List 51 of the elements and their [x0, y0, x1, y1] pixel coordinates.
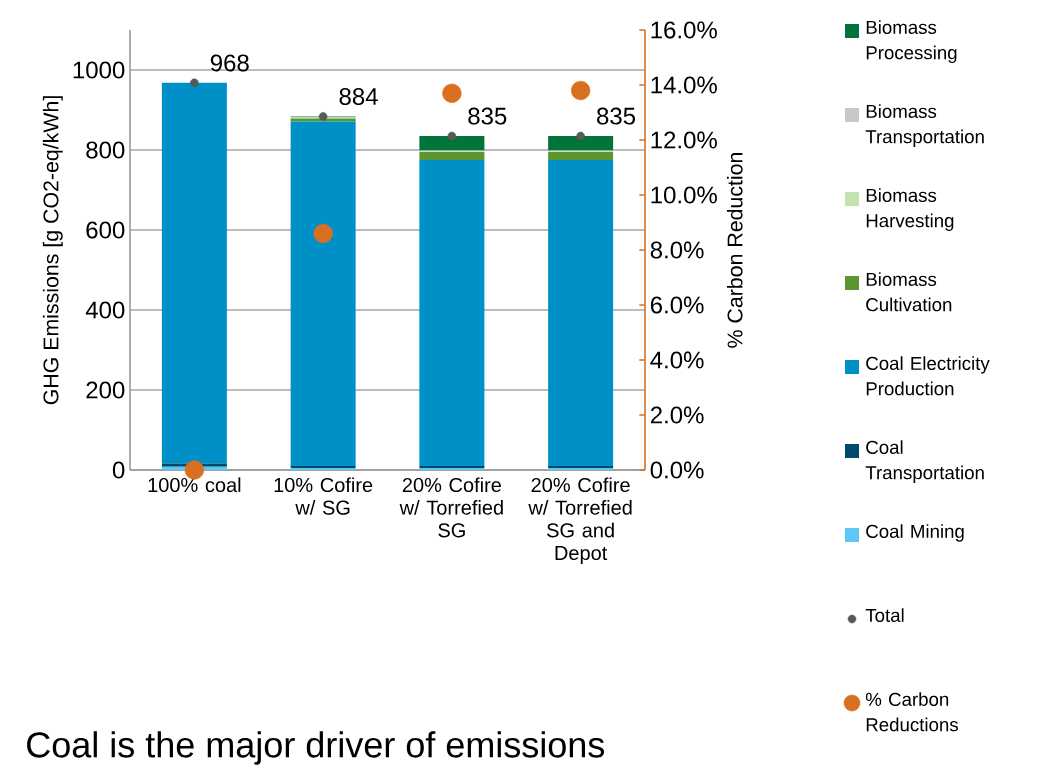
data-label: 835: [597, 107, 636, 125]
bar: [161, 82, 227, 464]
legend-label: Total: [865, 608, 904, 622]
y2-tick-label: 8.0%: [650, 241, 704, 259]
x-tick-label: 10% Cofire w/ SG: [274, 477, 373, 515]
bar: [419, 160, 485, 467]
y2-tick-label: 12.0%: [651, 131, 717, 149]
point: [190, 78, 199, 88]
y2-tick-label: 10.0%: [651, 186, 717, 204]
y2-tick-label: 16.0%: [651, 21, 717, 39]
legend-label: % Carbon Reductions: [865, 692, 958, 732]
data-label: 835: [468, 107, 507, 125]
point: [313, 223, 333, 244]
legend-label: Coal Electricity Production: [866, 356, 990, 396]
y2-tick-label: 0.0%: [650, 461, 704, 479]
y2-tick-label: 14.0%: [651, 76, 717, 94]
y-tick-label: 800: [86, 141, 125, 159]
y-tick-label: 400: [85, 301, 125, 319]
x-tick-label: 100% coal: [148, 477, 241, 493]
legend-label: Coal Mining: [866, 524, 964, 542]
point: [442, 83, 462, 103]
bar: [419, 136, 485, 151]
bar: [548, 136, 614, 151]
data-label: 968: [210, 54, 249, 72]
y2-tick-label: 6.0%: [650, 296, 704, 314]
y-tick-label: 1000: [73, 61, 125, 79]
y2-tick-label: 4.0%: [650, 351, 704, 369]
y-tick-label: 600: [86, 221, 125, 239]
bar: [548, 160, 614, 467]
data-label: 884: [339, 88, 378, 106]
y-tick-label: 0: [112, 461, 125, 479]
legend-label: Biomass Harvesting: [866, 188, 954, 231]
point: [184, 460, 204, 480]
bar: [290, 121, 356, 467]
point: [571, 80, 591, 101]
x-tick-label: 20% Cofire w/ Torrefied SG: [399, 477, 503, 538]
y-tick-label: 200: [86, 381, 125, 399]
point: [447, 131, 457, 141]
legend-label: Biomass Cultivation: [866, 272, 952, 312]
y2-tick-label: 2.0%: [650, 406, 704, 424]
legend-label: Biomass Processing: [866, 20, 957, 63]
point: [576, 131, 585, 141]
text: Coal is the major driver of emissions: [27, 731, 605, 765]
bar: [548, 152, 614, 160]
bar: [419, 152, 485, 160]
legend-label: Coal Transportation: [865, 440, 984, 483]
y2-axis-title: % Carbon Reduction: [726, 153, 743, 348]
y-axis-title: GHG Emissions [g CO2-eq/kWh]: [42, 96, 63, 405]
x-tick-label: 20% Cofire w/ Torrefied SG and Depot: [528, 477, 632, 565]
legend-label: Biomass Transportation: [865, 104, 984, 147]
point: [318, 112, 328, 121]
